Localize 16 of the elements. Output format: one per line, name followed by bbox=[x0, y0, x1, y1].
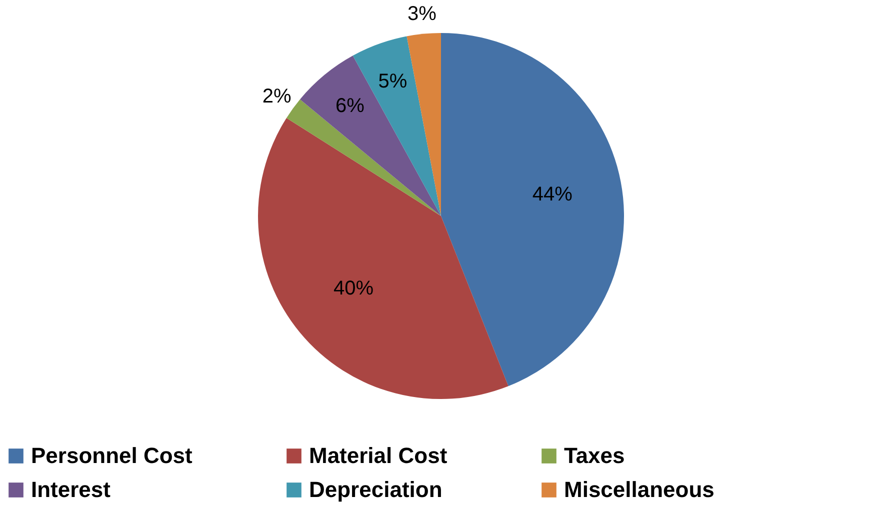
legend-label: Interest bbox=[31, 477, 112, 502]
pie-slice bbox=[300, 56, 441, 216]
legend-label: Material Cost bbox=[309, 443, 448, 468]
legend-label: Depreciation bbox=[309, 477, 442, 502]
legend-label: Miscellaneous bbox=[564, 477, 714, 502]
pie-slice bbox=[406, 33, 441, 216]
pie-slice bbox=[441, 33, 624, 386]
data-label: 40% bbox=[334, 277, 374, 300]
data-label: 3% bbox=[407, 2, 437, 25]
data-label: 44% bbox=[532, 184, 573, 206]
data-label: 5% bbox=[378, 70, 408, 93]
legend-label: Taxes bbox=[564, 443, 625, 468]
data-label: 6% bbox=[336, 95, 365, 118]
data-label: 2% bbox=[262, 86, 292, 108]
legend-label: Personnel Cost bbox=[31, 443, 194, 468]
pie-slice bbox=[258, 118, 508, 399]
